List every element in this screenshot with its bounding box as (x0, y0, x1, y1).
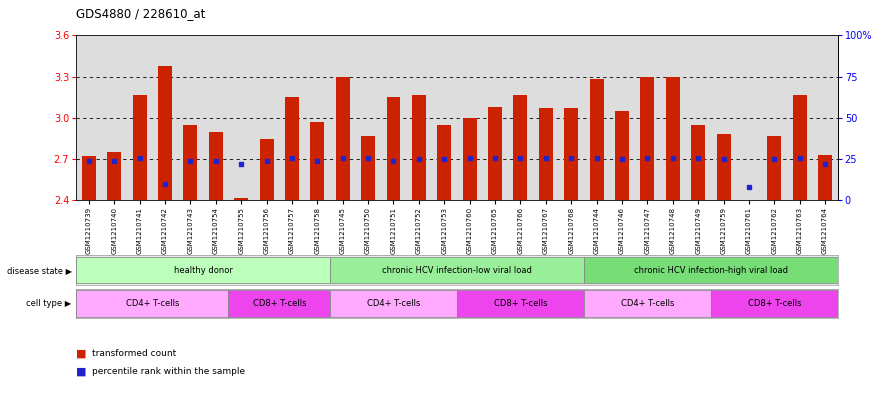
Bar (285, 97, 299, 200)
Bar (488, 107, 502, 200)
Text: CD8+ T-cells: CD8+ T-cells (747, 299, 801, 308)
Text: transformed count: transformed count (92, 349, 177, 358)
Bar (641, 77, 654, 200)
Text: percentile rank within the sample: percentile rank within the sample (92, 367, 246, 376)
Bar (133, 94, 147, 200)
Bar (666, 77, 680, 200)
Bar (330, 290, 457, 317)
Text: chronic HCV infection-high viral load: chronic HCV infection-high viral load (633, 266, 788, 275)
Bar (513, 94, 528, 200)
Bar (615, 111, 629, 200)
Bar (584, 257, 838, 283)
Text: chronic HCV infection-low viral load: chronic HCV infection-low viral load (382, 266, 532, 275)
Bar (412, 94, 426, 200)
Bar (336, 77, 349, 200)
Bar (310, 122, 324, 200)
Bar (330, 257, 584, 283)
Text: cell type ▶: cell type ▶ (26, 299, 72, 308)
Text: healthy donor: healthy donor (174, 266, 233, 275)
Bar (158, 66, 172, 200)
Bar (209, 132, 223, 200)
Bar (538, 108, 553, 200)
Bar (260, 138, 273, 200)
Text: CD4+ T-cells: CD4+ T-cells (125, 299, 179, 308)
Text: disease state ▶: disease state ▶ (6, 266, 72, 275)
Text: CD8+ T-cells: CD8+ T-cells (253, 299, 306, 308)
Bar (691, 125, 705, 200)
Bar (76, 257, 330, 283)
Bar (818, 155, 832, 200)
Bar (234, 198, 248, 200)
Text: CD8+ T-cells: CD8+ T-cells (494, 299, 547, 308)
Bar (564, 108, 578, 200)
Bar (793, 94, 806, 200)
Bar (386, 97, 401, 200)
Bar (437, 125, 452, 200)
Bar (82, 156, 96, 200)
Text: ■: ■ (76, 349, 87, 359)
Bar (584, 290, 711, 317)
Text: CD4+ T-cells: CD4+ T-cells (366, 299, 420, 308)
Bar (711, 290, 838, 317)
Text: ■: ■ (76, 366, 87, 376)
Bar (457, 290, 584, 317)
Bar (462, 118, 477, 200)
Text: GDS4880 / 228610_at: GDS4880 / 228610_at (76, 7, 205, 20)
Bar (767, 136, 781, 200)
Bar (590, 79, 604, 200)
Text: CD4+ T-cells: CD4+ T-cells (621, 299, 674, 308)
Bar (184, 125, 197, 200)
Bar (717, 134, 730, 200)
Bar (361, 136, 375, 200)
Bar (76, 290, 228, 317)
Bar (228, 290, 330, 317)
Bar (108, 152, 121, 200)
Bar (742, 200, 756, 203)
